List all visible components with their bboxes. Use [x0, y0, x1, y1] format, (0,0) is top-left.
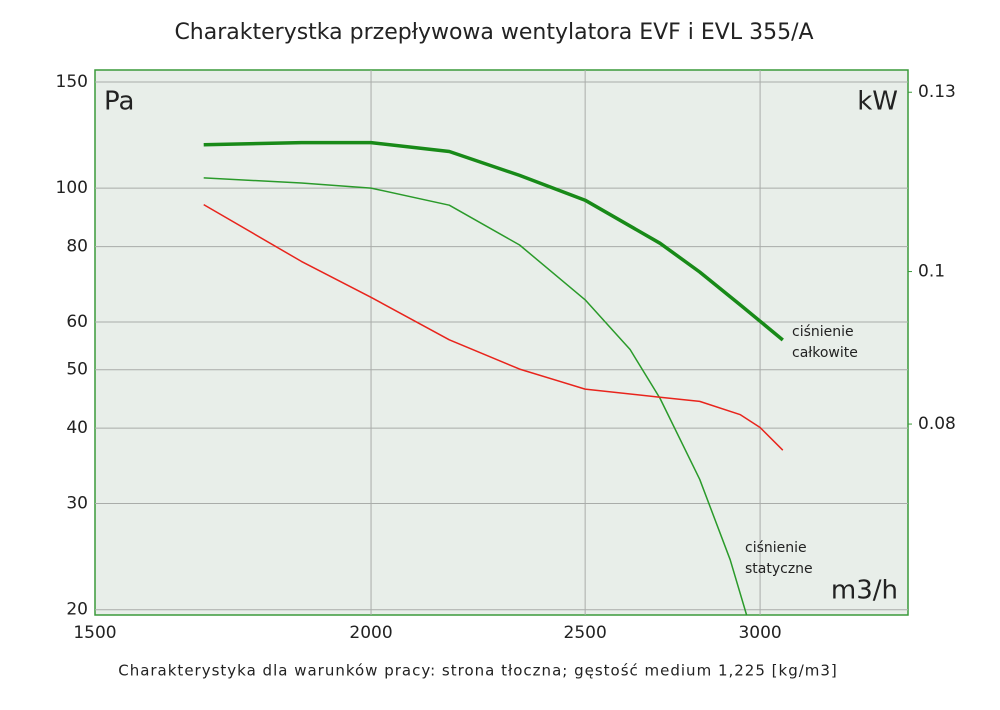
- series-line: [203, 140, 784, 342]
- series-line: [203, 203, 784, 451]
- y-tick-label: 50: [66, 360, 88, 380]
- y-tick-label: 20: [66, 600, 88, 620]
- y2-tick-label: 0.13: [918, 82, 956, 102]
- x-tick-label: 2000: [349, 623, 392, 643]
- series-label: ciśnienie: [745, 540, 807, 556]
- y-tick-label: 30: [66, 494, 88, 514]
- chart-title: Charakterystka przepływowa wentylatora E…: [174, 20, 813, 45]
- series-label: całkowite: [792, 345, 858, 361]
- series-line: [203, 177, 748, 616]
- plot-area: [94, 69, 909, 616]
- y-tick-label: 80: [66, 237, 88, 257]
- y2-tick-label: 0.08: [918, 414, 956, 434]
- y2-tick-label: 0.1: [918, 262, 945, 282]
- y-tick-label: 60: [66, 312, 88, 332]
- x-unit: m3/h: [831, 576, 898, 606]
- y-unit: Pa: [104, 87, 134, 117]
- x-tick-label: 1500: [73, 623, 116, 643]
- y2-unit: kW: [857, 87, 898, 117]
- x-tick-label: 3000: [738, 623, 781, 643]
- chart-subtitle: Charakterystyka dla warunków pracy: stro…: [118, 662, 838, 680]
- series-label: ciśnienie: [792, 324, 854, 340]
- y-tick-label: 100: [56, 178, 88, 198]
- y-tick-label: 40: [66, 418, 88, 438]
- x-tick-label: 2500: [564, 623, 607, 643]
- y-tick-label: 150: [56, 72, 88, 92]
- series-label: statyczne: [745, 561, 813, 577]
